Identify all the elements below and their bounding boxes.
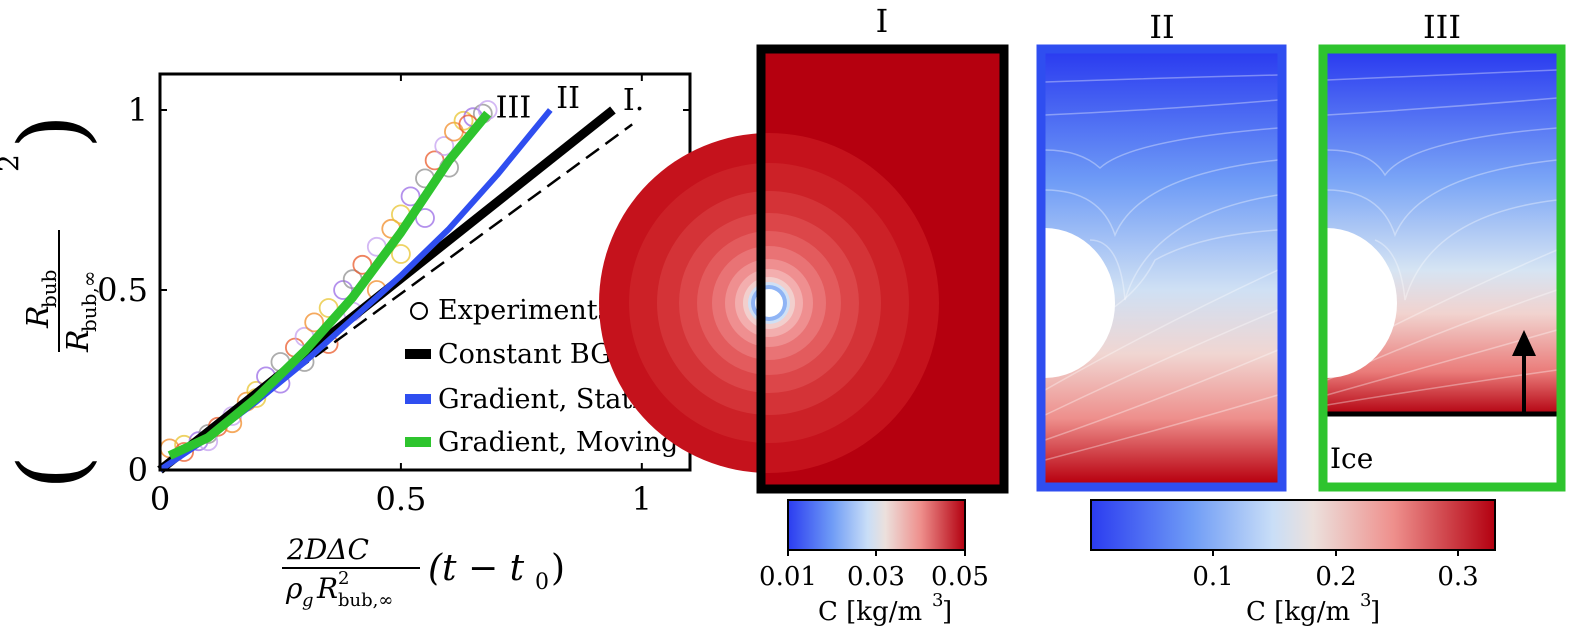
xlabel-den-rho-sub: g [302,590,314,611]
y-axis-label: ( R bub R bub,∞ ( 2 [0,114,105,490]
y-tick-label: 0.5 [97,271,148,309]
colorbar-I-tick-label: 0.01 [759,562,817,592]
legend-label-experiments: Experiments [438,295,611,326]
legend-label-static: Gradient, Static [438,384,656,415]
ylabel-paren-right: ( [0,114,105,149]
panel-II-frame [1036,44,1287,492]
series-end-label: I. [623,83,644,118]
panel-III-title: III [1423,8,1461,46]
panel-III-bubble [1327,228,1397,378]
colorbar-I-label: C [kg/m [818,597,922,627]
colorbar-III-tick-label: 0.1 [1192,562,1233,592]
series-end-label: II [556,81,580,116]
y-tick-label: 0 [128,451,148,489]
x-tick-label: 1 [632,480,652,518]
colorbar-I: 0.01 0.03 0.05 C [kg/m 3 ] [759,499,989,627]
legend-marker-constant [405,349,431,359]
panel-I: I [599,2,1009,494]
experiment-marker [453,110,474,131]
legend-marker-moving [405,437,431,447]
ylabel-den: R [61,329,96,353]
legend-label-moving: Gradient, Moving [438,427,678,458]
colorbar-III-label: C [kg/m [1246,597,1350,627]
panel-III-ice-region [1327,415,1557,483]
panel-II-contours [1044,74,1279,461]
ylabel-num-sub: bub [37,270,61,309]
xlabel-tail-sub: 0 [535,570,549,595]
legend-marker-static [405,394,431,404]
experiment-marker [415,208,435,228]
xlabel-den-r: R [316,572,338,605]
experiment-marker [304,312,325,333]
colorbar-I-label-end: ] [942,597,952,627]
colorbar-III-bar [1090,499,1496,551]
xlabel-den-rho: ρ [285,572,303,605]
colorbar-I-tick-label: 0.03 [847,562,905,592]
colorbar-I-bar [787,499,966,551]
panel-I-title: I [876,2,889,40]
xlabel-den-r-sub: bub,∞ [338,590,393,611]
experiment-marker [391,244,411,264]
legend-marker-experiments [410,302,428,320]
colorbar-III-tick-label: 0.3 [1437,562,1478,592]
colorbar-I-tick-label: 0.05 [931,562,989,592]
panel-II-bubble [1045,228,1115,378]
series-end-label: III [496,91,532,126]
colorbar-I-label-sup: 3 [932,590,943,611]
xlabel-num: 2DΔC [286,533,369,566]
ylabel-num: R [21,305,56,329]
legend: Experiments Constant BG Gradient, Static… [405,295,678,458]
colorbar-III: 0.1 0.2 0.3 C [kg/m 3 ] [1090,499,1496,627]
panel-III: III Ice [1318,8,1566,492]
main-tick-labels: 0 0.5 1 0 0.5 1 [97,91,652,518]
experiment-marker [400,186,421,207]
experiment-marker [434,136,455,156]
panel-II-title: II [1149,8,1174,46]
x-tick-label: 0 [150,480,170,518]
xlabel-den-r-sup: 2 [338,568,349,589]
ylabel-den-sub: bub,∞ [77,270,101,332]
model-series [157,106,633,474]
colorbar-III-label-sup: 3 [1360,590,1371,611]
series-gradient-moving [167,110,492,460]
panel-I-frame [756,44,1009,494]
x-tick-label: 0.5 [375,480,426,518]
y-tick-label: 1 [128,91,148,129]
panel-III-frame [1318,44,1566,492]
colorbar-III-tick-label: 0.2 [1315,562,1356,592]
xlabel-tail-end: ) [551,548,565,589]
panel-III-ice-label: Ice [1330,442,1373,475]
legend-label-constant: Constant BG [438,339,612,370]
panel-III-contours [1326,69,1558,406]
xlabel-tail: (t − t [428,548,525,589]
ylabel-paren-left: ( [0,455,105,490]
colorbar-III-label-end: ] [1370,597,1380,627]
ylabel-power: 2 [0,154,25,172]
x-axis-label: 2DΔC ρ g R 2 bub,∞ (t − t 0 ) [282,533,565,611]
panel-III-arrow-head [1512,330,1536,356]
panel-II: II [1036,8,1287,492]
